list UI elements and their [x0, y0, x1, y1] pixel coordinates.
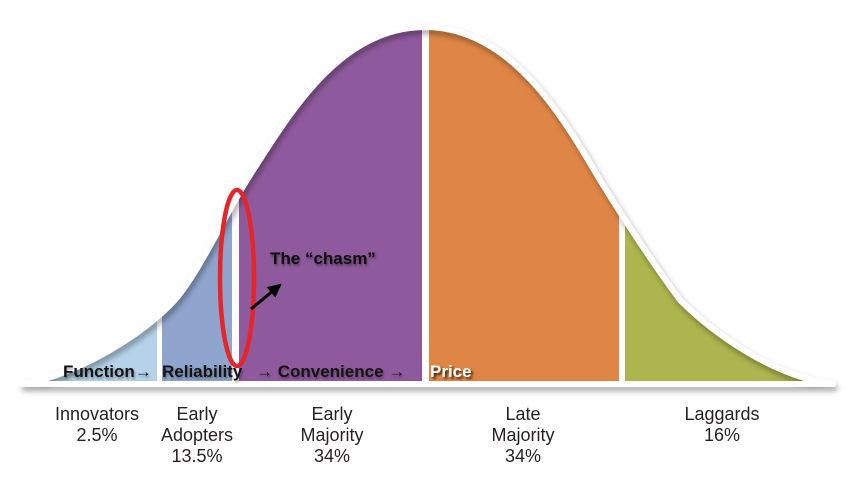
segment-laggards — [625, 27, 830, 384]
chasm-circle — [217, 187, 257, 369]
segment-early-majority — [239, 27, 422, 384]
chasm-arrow — [250, 283, 282, 311]
curve-outline — [19, 24, 836, 387]
